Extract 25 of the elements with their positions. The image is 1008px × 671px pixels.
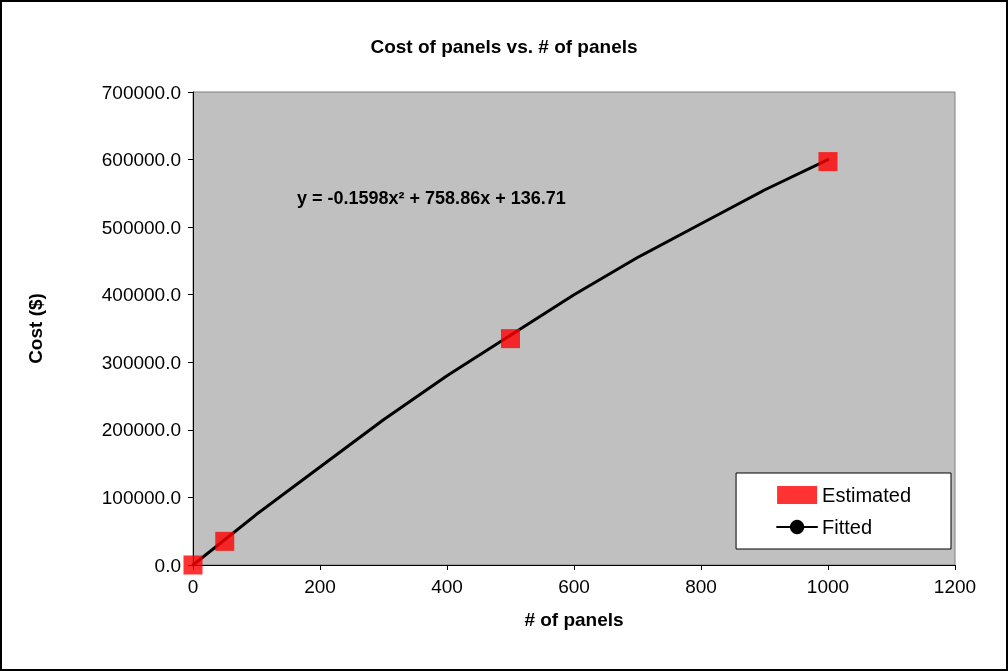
point	[818, 152, 838, 172]
legend-label: Fitted	[822, 516, 873, 538]
y-tick-label: 300000.0	[101, 351, 181, 373]
y-tick-label: 600000.0	[101, 149, 181, 171]
x-axis-title: # of panels	[524, 609, 624, 630]
point	[215, 531, 235, 551]
x-tick-label: 200	[304, 576, 336, 597]
chart-title: Cost of panels vs. # of panels	[370, 36, 638, 57]
x-tick-label: 800	[685, 576, 717, 597]
y-tick-label: 100000.0	[101, 486, 181, 508]
x-tick-label: 400	[431, 576, 463, 597]
point	[501, 329, 520, 349]
x-tick-label: 0	[187, 576, 199, 597]
y-tick-label: 200000.0	[101, 419, 181, 441]
x-tick-label: 1000	[806, 576, 850, 597]
x-tick-label: 600	[558, 576, 590, 597]
y-axis-title: Cost ($)	[25, 293, 46, 364]
point	[183, 555, 203, 575]
y-tick-label: 500000.0	[101, 216, 181, 238]
legend-label: Estimated	[822, 484, 912, 506]
y-tick-label: 700000.0	[101, 81, 181, 103]
y-tick-label: 0.0	[154, 554, 181, 576]
x-tick-label: 1200	[933, 576, 977, 597]
y-tick-label: 400000.0	[101, 284, 181, 306]
annotation: y = -0.1598x² + 758.86x + 136.71	[297, 188, 566, 208]
